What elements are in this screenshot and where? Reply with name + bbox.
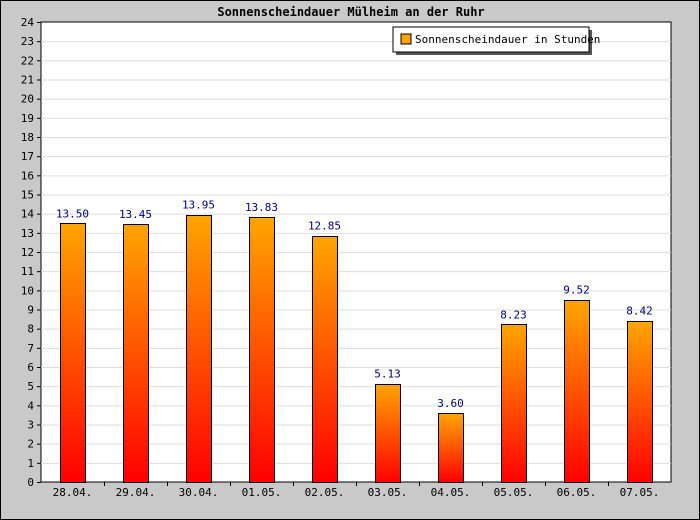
bar — [564, 300, 590, 483]
x-axis: 28.04. 29.04. 30.04. 01.05. 02.05. 03.05. 04.0… — [53, 482, 660, 499]
y-tick-label: 0 — [27, 476, 34, 489]
y-tick-label: 4 — [27, 399, 34, 412]
y-tick-label: 21 — [21, 74, 34, 87]
y-tick-label: 3 — [27, 419, 34, 432]
bar — [123, 224, 149, 483]
value-label: 9.52 — [563, 284, 590, 297]
legend: Sonnenscheindauer in Stunden — [392, 26, 600, 55]
y-tick-label: 7 — [27, 342, 34, 355]
value-label: 3.60 — [437, 397, 464, 410]
y-tick-label: 11 — [21, 265, 34, 278]
x-tick-label: 01.05. — [242, 486, 282, 499]
bar — [501, 324, 527, 483]
value-label: 8.23 — [500, 308, 527, 321]
bar — [627, 321, 653, 483]
legend-box — [392, 26, 590, 53]
y-tick-label: 17 — [21, 150, 34, 163]
value-label: 5.13 — [374, 368, 401, 381]
bar — [312, 236, 338, 483]
y-tick-label: 24 — [21, 16, 35, 29]
bar — [186, 215, 212, 483]
y-tick-label: 1 — [27, 457, 34, 470]
x-tick-label: 03.05. — [368, 486, 408, 499]
value-labels: 13.50 13.45 13.95 13.83 12.85 5.13 3.60 8.23 9.5… — [56, 199, 653, 410]
x-tick-label: 02.05. — [305, 486, 345, 499]
x-tick-label: 28.04. — [53, 486, 93, 499]
value-label: 8.42 — [626, 305, 653, 318]
y-tick-label: 12 — [21, 246, 34, 259]
y-tick-label: 15 — [21, 189, 34, 202]
y-tick-label: 18 — [21, 131, 34, 144]
bar — [375, 384, 401, 483]
x-tick-label: 29.04. — [116, 486, 156, 499]
bar-series — [60, 215, 653, 483]
bar — [60, 223, 86, 483]
value-label: 13.95 — [182, 199, 215, 212]
value-label: 13.83 — [245, 201, 278, 214]
legend-swatch — [400, 33, 412, 45]
y-tick-label: 14 — [21, 208, 35, 221]
x-tick-label: 06.05. — [557, 486, 597, 499]
y-tick-label: 22 — [21, 54, 34, 67]
y-tick-label: 16 — [21, 169, 34, 182]
y-tick-label: 5 — [27, 380, 34, 393]
y-tick-label: 20 — [21, 93, 34, 106]
y-tick-label: 23 — [21, 35, 34, 48]
y-tick-label: 6 — [27, 361, 34, 374]
legend-label: Sonnenscheindauer in Stunden — [415, 33, 600, 46]
x-tick-label: 30.04. — [179, 486, 219, 499]
value-label: 13.45 — [119, 208, 152, 221]
x-tick-label: 05.05. — [494, 486, 534, 499]
y-tick-label: 9 — [27, 304, 34, 317]
bar — [438, 413, 464, 483]
value-label: 12.85 — [308, 220, 341, 233]
y-tick-label: 19 — [21, 112, 34, 125]
y-tick-label: 8 — [27, 323, 34, 336]
y-tick-label: 2 — [27, 438, 34, 451]
y-tick-label: 10 — [21, 284, 34, 297]
x-tick-label: 04.05. — [431, 486, 471, 499]
chart-title: Sonnenscheindauer Mülheim an der Ruhr — [217, 5, 484, 19]
value-label: 13.50 — [56, 207, 89, 220]
x-tick-label: 07.05. — [620, 486, 660, 499]
y-tick-label: 13 — [21, 227, 34, 240]
bar — [249, 217, 275, 483]
